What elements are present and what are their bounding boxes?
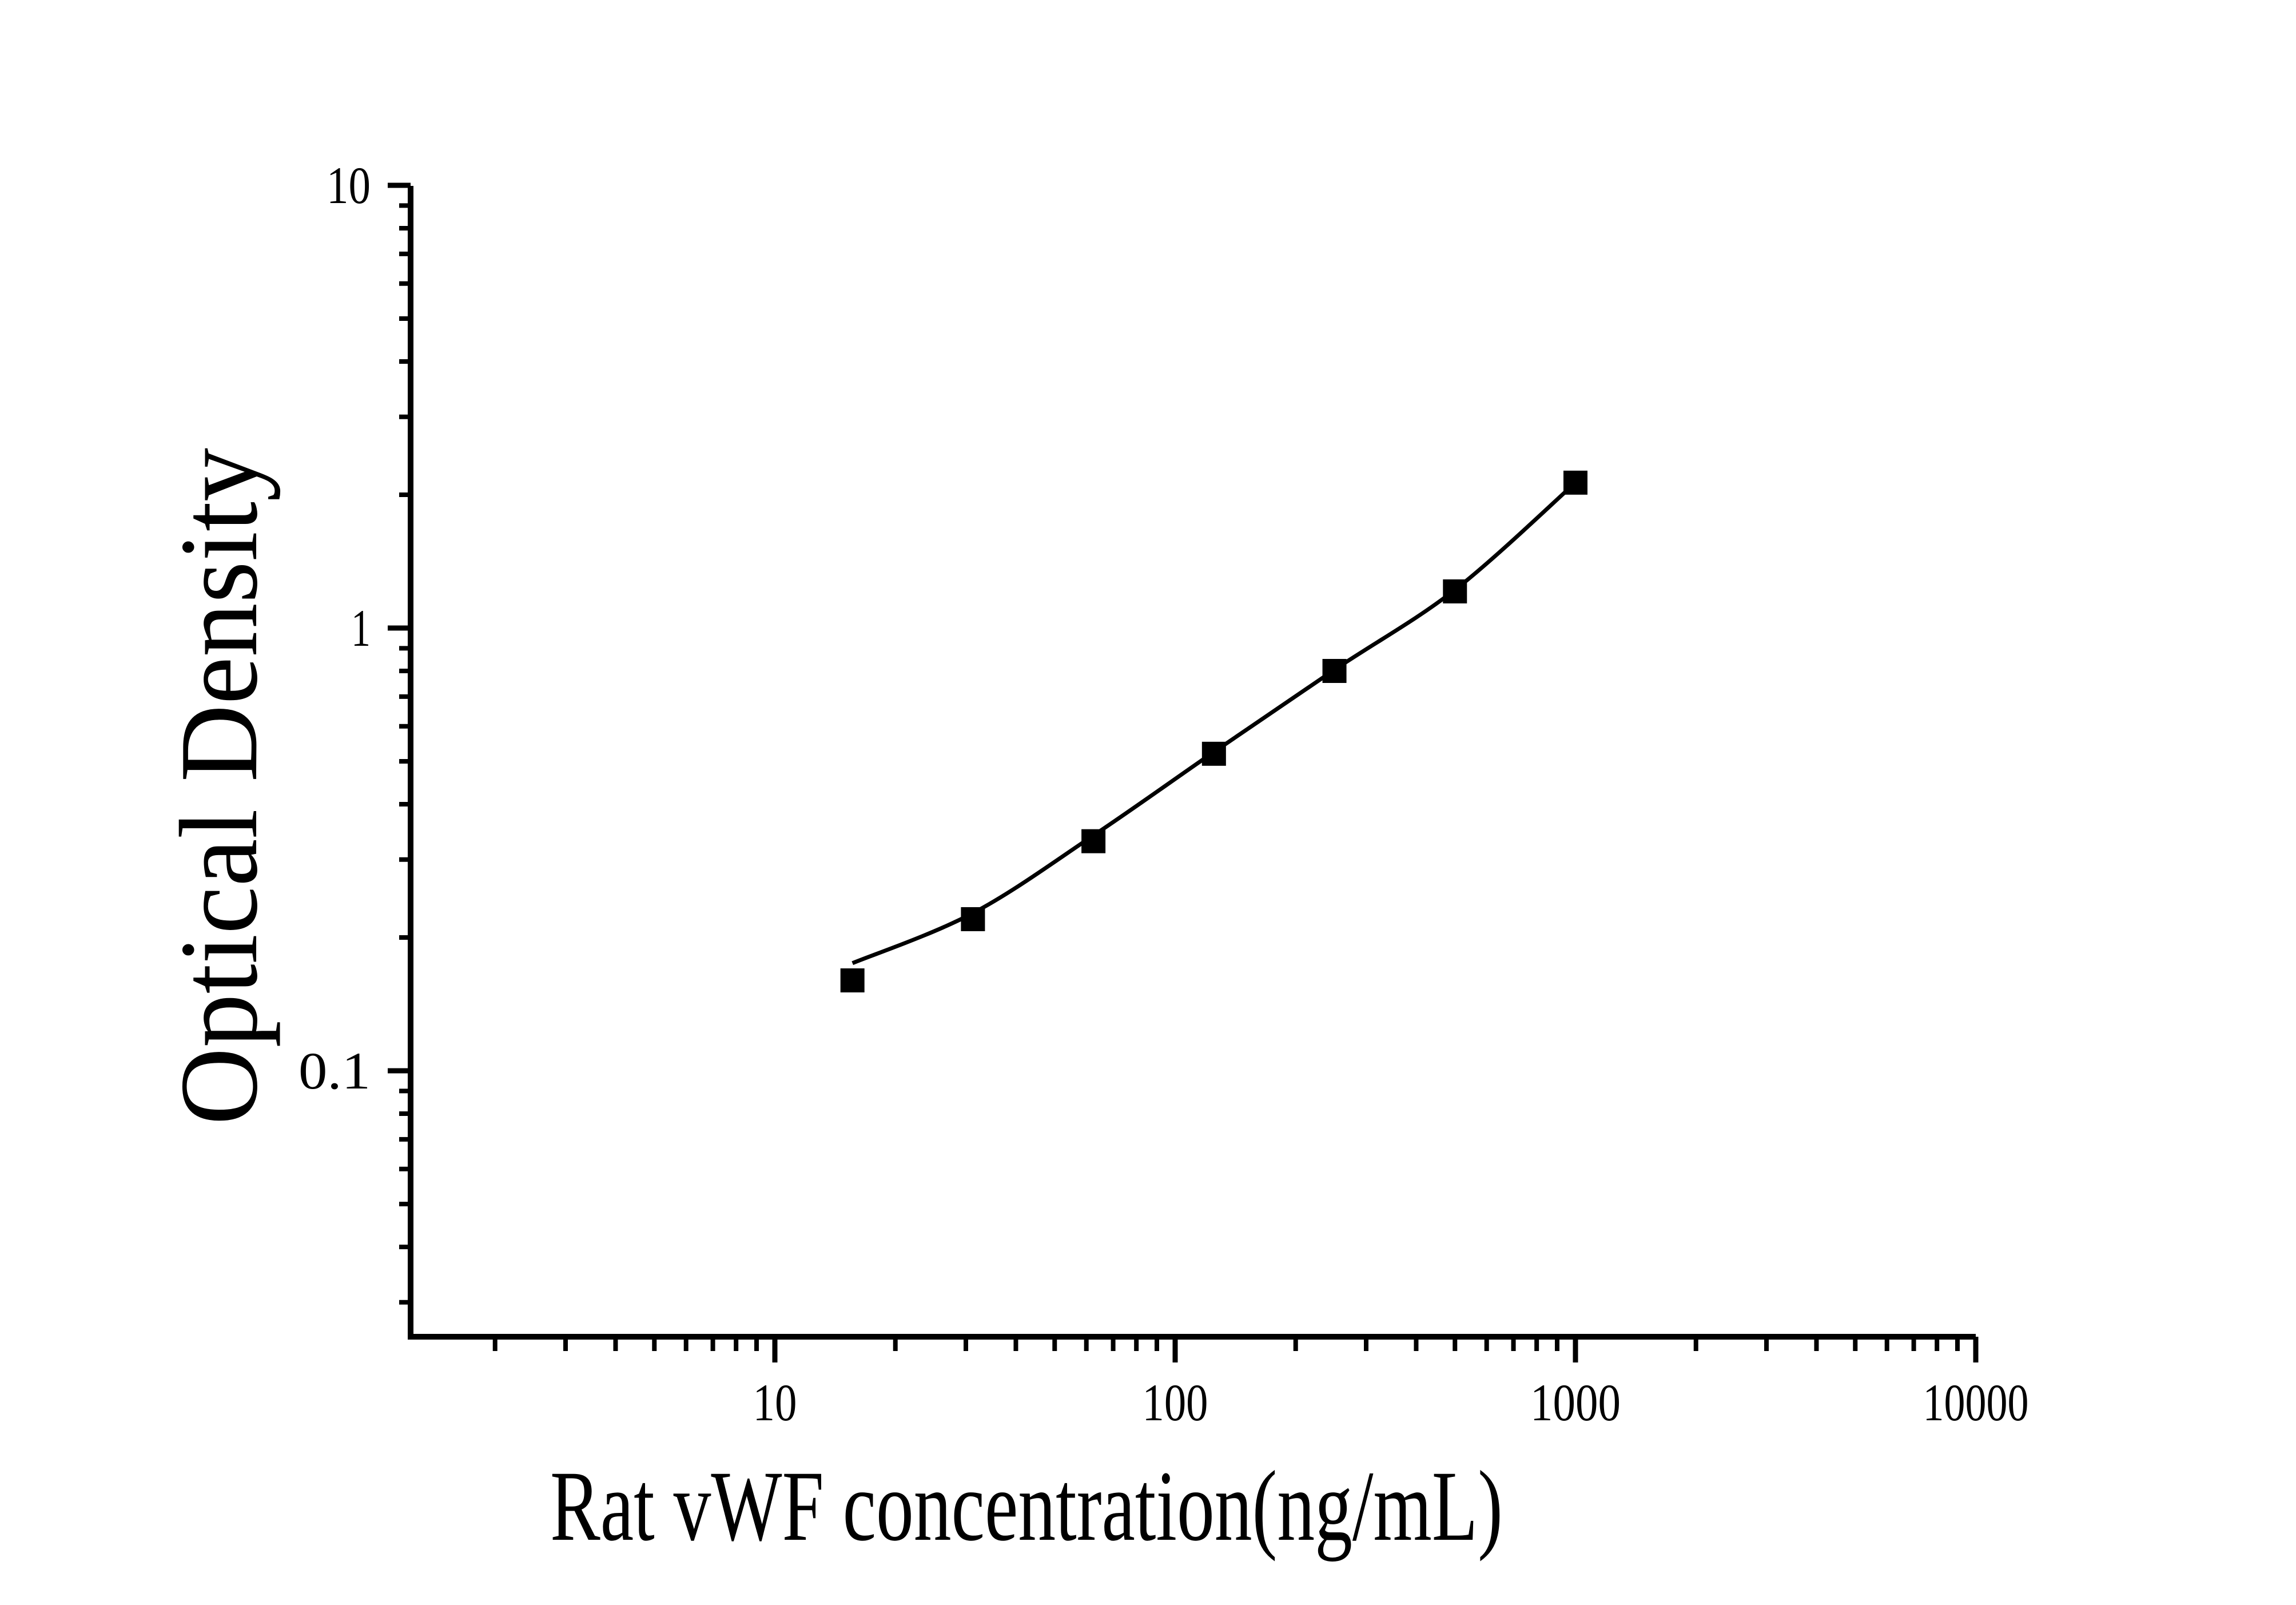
data-point-marker [1081,829,1106,853]
axis-frame [408,186,1976,1340]
data-point-marker [1563,470,1587,495]
y-axis-ticks [388,182,411,1305]
x-tick-label: 10 [753,1373,797,1432]
data-point-marker [840,968,865,993]
data-point-marker [961,907,985,931]
x-tick-label: 1000 [1530,1373,1621,1432]
data-point-marker [1201,741,1226,766]
x-tick-label: 100 [1143,1373,1208,1432]
data-point-marker [1443,579,1467,603]
x-axis-ticks [492,1337,1979,1362]
y-tick-label: 0.1 [299,1042,371,1100]
data-point-marker [1322,659,1347,684]
fit-curve [851,481,1577,966]
x-axis-tick-labels: 10 100 1000 10000 [753,1373,2029,1432]
fit-curve-path [851,481,1577,966]
data-points [840,470,1587,993]
x-axis-title: Rat vWF concentration(ng/mL) [550,1451,1503,1562]
y-axis-tick-labels: 10 1 0.1 [299,156,371,1100]
y-tick-label: 1 [351,599,371,657]
y-axis-title: Optical Density [157,448,281,1125]
x-tick-label: 10000 [1923,1373,2029,1432]
y-tick-label: 10 [327,156,371,214]
